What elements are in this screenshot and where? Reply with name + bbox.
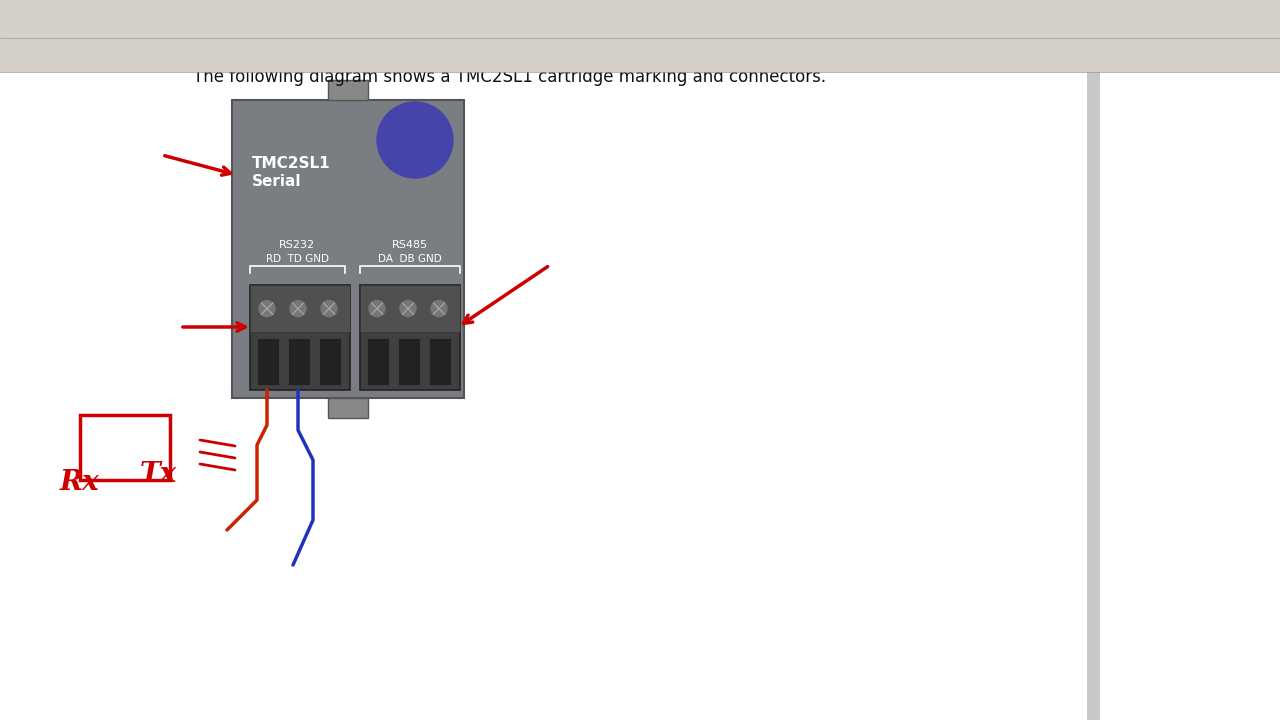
Bar bbox=[232, 100, 465, 398]
Bar bbox=[360, 285, 460, 390]
Circle shape bbox=[399, 301, 416, 317]
Circle shape bbox=[369, 301, 385, 317]
Bar bbox=[398, 338, 420, 384]
Text: TMC2SL1: TMC2SL1 bbox=[252, 156, 330, 171]
Text: RS485: RS485 bbox=[392, 240, 428, 250]
Text: RD  TD GND: RD TD GND bbox=[265, 254, 329, 264]
Bar bbox=[0, 0, 1280, 38]
Text: Rx: Rx bbox=[60, 469, 100, 496]
Text: Tx: Tx bbox=[140, 461, 177, 488]
Bar bbox=[1087, 72, 1100, 720]
Circle shape bbox=[259, 301, 275, 317]
Bar bbox=[328, 80, 369, 100]
Bar bbox=[257, 338, 279, 384]
Text: DA  DB GND: DA DB GND bbox=[378, 254, 442, 264]
Bar bbox=[319, 338, 340, 384]
Bar bbox=[250, 285, 349, 390]
Bar bbox=[360, 285, 460, 332]
Text: The following diagram shows a TMC2SL1 cartridge marking and connectors.: The following diagram shows a TMC2SL1 ca… bbox=[193, 68, 827, 86]
Circle shape bbox=[321, 301, 337, 317]
Text: Serial: Serial bbox=[252, 174, 302, 189]
Circle shape bbox=[291, 301, 306, 317]
Bar bbox=[250, 285, 349, 332]
Bar bbox=[328, 398, 369, 418]
Bar bbox=[367, 338, 389, 384]
Bar bbox=[429, 338, 451, 384]
Bar bbox=[288, 338, 310, 384]
Circle shape bbox=[431, 301, 447, 317]
Bar bbox=[79, 415, 170, 480]
Bar bbox=[0, 38, 1280, 72]
Text: RS232: RS232 bbox=[279, 240, 315, 250]
Circle shape bbox=[378, 102, 453, 178]
